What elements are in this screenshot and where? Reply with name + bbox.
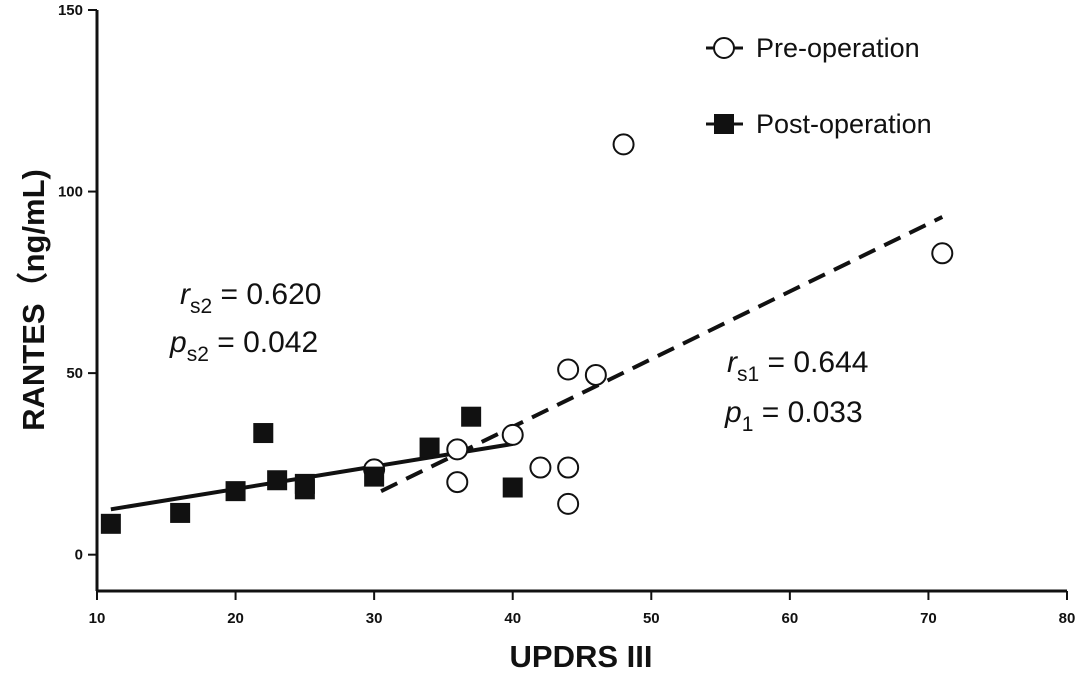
annotation-ps2-sub: s2 [187, 343, 209, 366]
point-post-operation [225, 481, 246, 502]
annotation-rs2-sub: s2 [190, 295, 212, 318]
annotation-p1-value: = 0.033 [753, 396, 862, 429]
point-post-operation [364, 466, 385, 487]
point-post-operation [170, 502, 191, 523]
y-tick-label: 150 [58, 2, 83, 19]
x-tick-label: 70 [920, 610, 937, 627]
annotation-rs1: rs1 = 0.644 [727, 346, 868, 386]
point-post-operation [419, 437, 440, 458]
x-tick-label: 80 [1059, 610, 1076, 627]
y-tick-label: 100 [58, 184, 83, 201]
x-tick-label: 40 [504, 610, 521, 627]
point-pre-operation [529, 456, 552, 479]
y-axis-title: RANTES（ng/mL) [16, 169, 51, 431]
point-post-operation [267, 470, 288, 491]
annotation-p1: p1 = 0.033 [724, 396, 863, 436]
annotation-rs1-symbol: r [727, 346, 738, 379]
annotation-rs2-value: = 0.620 [212, 278, 321, 311]
legend: Pre-operation Post-operation [706, 33, 932, 139]
annotation-p1-sub: 1 [742, 413, 754, 436]
fit-line-pre-operation [380, 215, 944, 493]
legend-marker-pre-operation [713, 37, 735, 59]
annotation-rs1-value: = 0.644 [759, 346, 868, 379]
point-post-operation [100, 513, 121, 534]
x-tick-label: 10 [89, 610, 106, 627]
axes: 10 20 30 40 50 60 70 80 0 50 100 150 [58, 2, 1075, 627]
point-pre-operation [584, 363, 607, 386]
y-tick-label: 50 [66, 365, 83, 382]
annotation-rs2: rs2 = 0.620 [180, 278, 321, 318]
x-tick-label: 50 [643, 610, 660, 627]
y-tick-label: 0 [75, 547, 83, 564]
annotation-rs1-sub: s1 [737, 363, 759, 386]
point-pre-operation [446, 471, 469, 494]
point-pre-operation [931, 242, 954, 265]
point-post-operation [502, 477, 523, 498]
legend-marker-post-operation [714, 114, 734, 134]
point-pre-operation [557, 358, 580, 381]
legend-item-post-operation: Post-operation [706, 109, 932, 139]
x-tick-label: 60 [782, 610, 799, 627]
point-pre-operation [557, 456, 580, 479]
annotation-ps2-value: = 0.042 [209, 326, 318, 359]
point-post-operation [253, 423, 274, 444]
x-axis-title: UPDRS III [510, 639, 653, 674]
legend-label-post-operation: Post-operation [756, 109, 932, 139]
legend-label-pre-operation: Pre-operation [756, 33, 920, 63]
point-pre-operation [446, 438, 469, 461]
point-post-operation [461, 406, 482, 427]
x-tick-label: 30 [366, 610, 383, 627]
annotation-p1-symbol: p [724, 396, 742, 429]
point-pre-operation [612, 133, 635, 156]
annotation-ps2: ps2 = 0.042 [169, 326, 318, 366]
annotation-ps2-symbol: p [169, 326, 187, 359]
x-tick-label: 20 [227, 610, 244, 627]
annotations: rs2 = 0.620 ps2 = 0.042 rs1 = 0.644 p1 =… [169, 278, 868, 436]
data-points [100, 133, 954, 534]
annotation-rs2-symbol: r [180, 278, 191, 311]
legend-item-pre-operation: Pre-operation [706, 33, 920, 63]
point-pre-operation [501, 423, 524, 446]
point-pre-operation [557, 492, 580, 515]
point-post-operation [294, 479, 315, 500]
